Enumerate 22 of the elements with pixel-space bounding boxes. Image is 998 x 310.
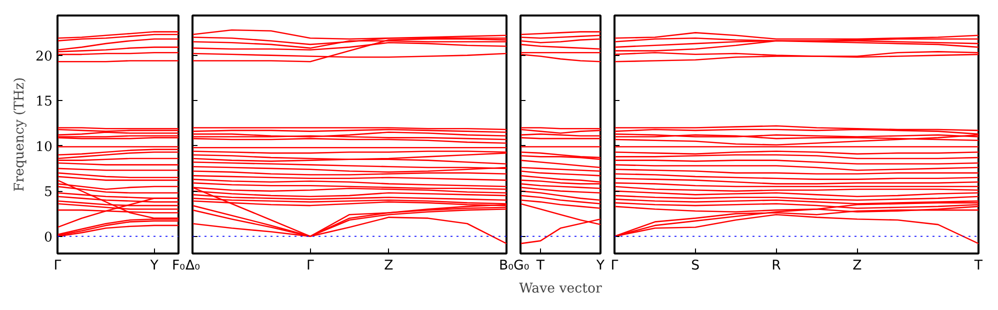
x-tick-label: T: [535, 258, 546, 274]
y-tick-label: 15: [36, 94, 53, 110]
y-tick-label: 10: [36, 140, 53, 155]
x-tick-label: B₀: [499, 258, 514, 274]
x-tick-label: Y: [595, 258, 606, 274]
x-tick-label: F₀: [172, 258, 186, 274]
y-tick-label: 5: [44, 185, 53, 200]
x-tick-label: Z: [852, 258, 862, 274]
y-tick-label: 0: [44, 230, 53, 246]
x-tick-label: Γ: [54, 258, 62, 274]
x-tick-label: T: [973, 258, 984, 274]
y-axis-title: Frequency (THz): [12, 77, 28, 192]
x-tick-label: Y: [149, 258, 160, 274]
x-tick-label: R: [772, 258, 781, 274]
x-tick-label: Γ: [306, 258, 315, 274]
y-tick-label: 20: [36, 49, 53, 64]
x-tick-label: Z: [384, 258, 394, 274]
x-tick-label: Γ: [610, 258, 619, 274]
x-tick-label: Δ₀: [186, 258, 200, 274]
x-axis-title: Wave vector: [519, 282, 603, 296]
x-tick-label: S: [691, 258, 700, 274]
x-tick-label: G₀: [514, 258, 530, 274]
